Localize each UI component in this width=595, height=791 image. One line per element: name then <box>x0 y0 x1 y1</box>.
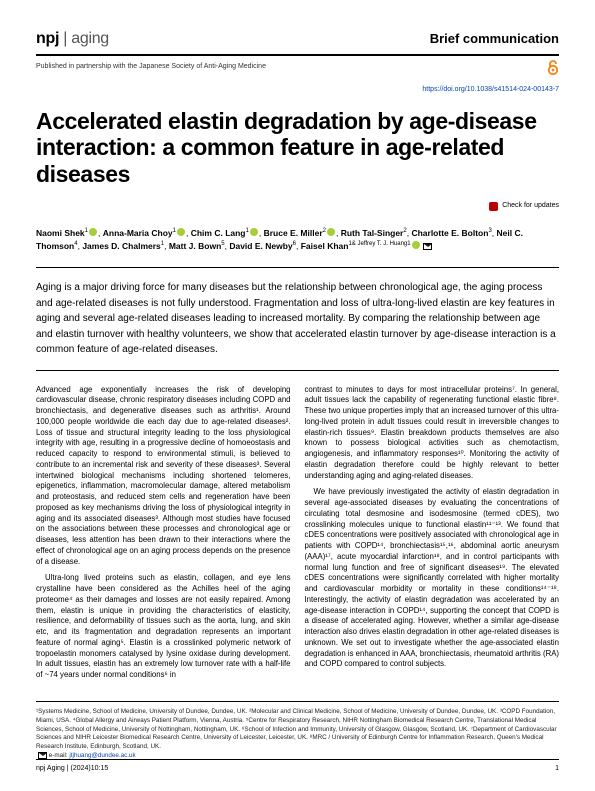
orcid-icon <box>412 241 420 249</box>
affiliations-text: ¹Systems Medicine, School of Medicine, U… <box>36 708 557 750</box>
body-paragraph: Ultra-long lived proteins such as elasti… <box>36 573 291 681</box>
check-updates-label: Check for updates <box>502 201 559 210</box>
crossmark-icon <box>489 202 498 211</box>
body-paragraph: Advanced age exponentially increases the… <box>36 385 291 568</box>
orcid-icon <box>89 228 97 236</box>
page-number: 1 <box>555 764 559 773</box>
affiliations: ¹Systems Medicine, School of Medicine, U… <box>36 701 559 761</box>
column-right: contrast to minutes to days for most int… <box>305 385 560 687</box>
page-footer: npj Aging | (2024)10:15 1 <box>36 759 559 773</box>
orcid-icon <box>327 228 335 236</box>
author-list: Naomi Shek1, Anna-Maria Choy1, Chim C. L… <box>36 227 559 253</box>
mail-icon <box>423 243 432 250</box>
article-type: Brief communication <box>430 30 559 48</box>
check-updates-row[interactable]: Check for updates <box>36 201 559 210</box>
article-title: Accelerated elastin degradation by age-d… <box>36 108 559 187</box>
orcid-icon <box>177 228 185 236</box>
column-left: Advanced age exponentially increases the… <box>36 385 291 687</box>
footer-citation: npj Aging | (2024)10:15 <box>36 764 108 773</box>
body-text: Advanced age exponentially increases the… <box>36 385 559 687</box>
brand-thin: aging <box>71 30 109 47</box>
orcid-icon <box>250 228 258 236</box>
top-bar: npj | aging Brief communication <box>36 28 559 56</box>
brand-sep: | <box>59 30 71 47</box>
journal-brand: npj | aging <box>36 28 109 50</box>
abstract: Aging is a major driving force for many … <box>36 267 559 371</box>
doi-row: https://doi.org/10.1038/s41514-024-00143… <box>36 85 559 94</box>
brand-bold: npj <box>36 30 59 47</box>
body-paragraph: We have previously investigated the acti… <box>305 487 560 670</box>
partner-text: Published in partnership with the Japane… <box>36 62 266 71</box>
body-paragraph: contrast to minutes to days for most int… <box>305 385 560 482</box>
partner-row: Published in partnership with the Japane… <box>36 59 559 75</box>
doi-link[interactable]: https://doi.org/10.1038/s41514-024-00143… <box>422 86 559 93</box>
open-access-icon <box>547 59 559 75</box>
